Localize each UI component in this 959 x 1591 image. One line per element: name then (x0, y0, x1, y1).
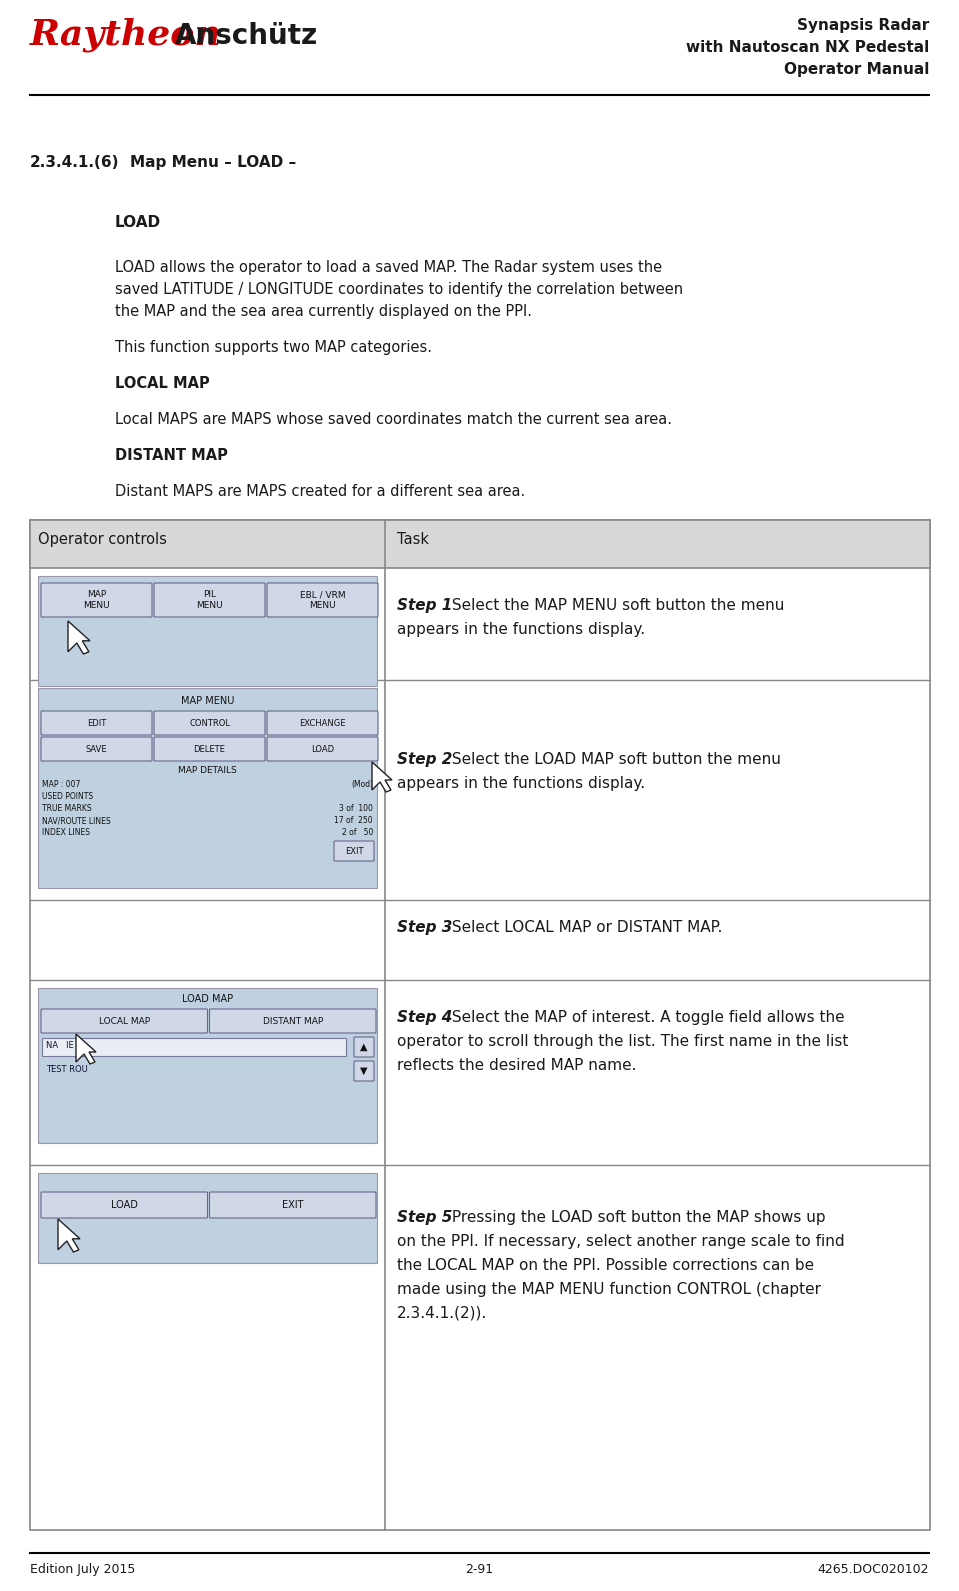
FancyBboxPatch shape (154, 582, 265, 617)
Text: EXIT: EXIT (344, 846, 363, 856)
FancyBboxPatch shape (154, 711, 265, 735)
Text: Synapsis Radar: Synapsis Radar (797, 18, 929, 33)
Bar (38, 988, 377, 1142)
FancyBboxPatch shape (334, 842, 374, 861)
FancyBboxPatch shape (267, 737, 378, 760)
Text: with Nautoscan NX Pedestal: with Nautoscan NX Pedestal (686, 40, 929, 56)
Text: LOAD MAP: LOAD MAP (182, 994, 233, 1004)
Text: Select the LOAD MAP soft button the menu: Select the LOAD MAP soft button the menu (447, 753, 781, 767)
Text: MAP : 007: MAP : 007 (42, 780, 81, 789)
Text: EXCHANGE: EXCHANGE (299, 719, 346, 727)
Text: 4265.DOC020102: 4265.DOC020102 (817, 1562, 929, 1577)
Text: MAP
MENU: MAP MENU (83, 590, 110, 609)
Text: Step 4: Step 4 (397, 1010, 453, 1025)
Text: Distant MAPS are MAPS created for a different sea area.: Distant MAPS are MAPS created for a diff… (115, 484, 526, 500)
Text: 2.3.4.1.(6): 2.3.4.1.(6) (30, 154, 120, 170)
Bar (38, 1173, 377, 1263)
Text: (Mod): (Mod) (351, 780, 373, 789)
Text: Operator Manual: Operator Manual (784, 62, 929, 76)
Text: saved LATITUDE / LONGITUDE coordinates to identify the correlation between: saved LATITUDE / LONGITUDE coordinates t… (115, 282, 683, 298)
Polygon shape (58, 1219, 80, 1252)
Text: Pressing the LOAD soft button the MAP shows up: Pressing the LOAD soft button the MAP sh… (447, 1211, 826, 1225)
Text: Select the MAP of interest. A toggle field allows the: Select the MAP of interest. A toggle fie… (447, 1010, 845, 1025)
Text: DELETE: DELETE (194, 745, 225, 754)
FancyBboxPatch shape (209, 1192, 376, 1219)
Polygon shape (76, 1034, 96, 1064)
Text: MAP DETAILS: MAP DETAILS (178, 765, 237, 775)
Text: DISTANT MAP: DISTANT MAP (115, 449, 228, 463)
Text: reflects the desired MAP name.: reflects the desired MAP name. (397, 1058, 637, 1072)
Polygon shape (68, 620, 90, 654)
Text: MAP MENU: MAP MENU (181, 695, 234, 706)
Text: Map Menu – LOAD –: Map Menu – LOAD – (130, 154, 296, 170)
Text: the MAP and the sea area currently displayed on the PPI.: the MAP and the sea area currently displ… (115, 304, 532, 320)
Text: on the PPI. If necessary, select another range scale to find: on the PPI. If necessary, select another… (397, 1235, 845, 1249)
Text: the LOCAL MAP on the PPI. Possible corrections can be: the LOCAL MAP on the PPI. Possible corre… (397, 1258, 814, 1273)
Text: 2.3.4.1.(2)).: 2.3.4.1.(2)). (397, 1306, 487, 1321)
Text: PIL
MENU: PIL MENU (197, 590, 222, 609)
Bar (38, 576, 377, 686)
Text: Step 3: Step 3 (397, 920, 453, 936)
FancyBboxPatch shape (267, 582, 378, 617)
Text: Step 2: Step 2 (397, 753, 453, 767)
Text: EXIT: EXIT (282, 1200, 303, 1211)
Text: Anschütz: Anschütz (175, 22, 318, 49)
FancyBboxPatch shape (354, 1061, 374, 1080)
FancyBboxPatch shape (41, 1192, 207, 1219)
Text: Raytheon: Raytheon (30, 18, 222, 53)
Text: LOCAL MAP: LOCAL MAP (99, 1017, 150, 1026)
Text: Task: Task (397, 531, 429, 547)
Text: LOAD: LOAD (111, 1200, 138, 1211)
Text: appears in the functions display.: appears in the functions display. (397, 776, 645, 791)
FancyBboxPatch shape (354, 1037, 374, 1056)
Bar (38, 687, 377, 888)
Text: SAVE: SAVE (85, 745, 107, 754)
Text: 17 of  250: 17 of 250 (335, 816, 373, 826)
Text: EBL / VRM
MENU: EBL / VRM MENU (299, 590, 345, 609)
Text: LOCAL MAP: LOCAL MAP (115, 375, 210, 391)
Text: 2 of   50: 2 of 50 (341, 827, 373, 837)
Text: CONTROL: CONTROL (189, 719, 230, 727)
Text: ▼: ▼ (361, 1066, 367, 1076)
Text: TEST ROU: TEST ROU (46, 1064, 88, 1074)
Text: NAV/ROUTE LINES: NAV/ROUTE LINES (42, 816, 110, 826)
Text: USED POINTS: USED POINTS (42, 792, 93, 800)
Text: 3 of  100: 3 of 100 (339, 803, 373, 813)
Text: 2-91: 2-91 (465, 1562, 494, 1577)
Text: Operator controls: Operator controls (38, 531, 167, 547)
FancyBboxPatch shape (267, 711, 378, 735)
Text: INDEX LINES: INDEX LINES (42, 827, 90, 837)
FancyBboxPatch shape (41, 582, 152, 617)
Text: Edition July 2015: Edition July 2015 (30, 1562, 135, 1577)
FancyBboxPatch shape (209, 1009, 376, 1033)
Polygon shape (30, 520, 930, 568)
Text: TRUE MARKS: TRUE MARKS (42, 803, 92, 813)
Text: LOAD allows the operator to load a saved MAP. The Radar system uses the: LOAD allows the operator to load a saved… (115, 259, 662, 275)
Text: This function supports two MAP categories.: This function supports two MAP categorie… (115, 340, 432, 355)
Text: LOAD: LOAD (311, 745, 334, 754)
Text: LOAD: LOAD (115, 215, 161, 231)
FancyBboxPatch shape (41, 711, 152, 735)
Text: operator to scroll through the list. The first name in the list: operator to scroll through the list. The… (397, 1034, 849, 1048)
Text: NA   IE: NA IE (46, 1041, 74, 1050)
Text: Step 1: Step 1 (397, 598, 453, 613)
Text: Step 5: Step 5 (397, 1211, 453, 1225)
Text: EDIT: EDIT (87, 719, 106, 727)
Text: made using the MAP MENU function CONTROL (chapter: made using the MAP MENU function CONTROL… (397, 1282, 821, 1297)
Text: DISTANT MAP: DISTANT MAP (263, 1017, 323, 1026)
Text: ▲: ▲ (361, 1042, 367, 1052)
FancyBboxPatch shape (154, 737, 265, 760)
Text: Select the MAP MENU soft button the menu: Select the MAP MENU soft button the menu (447, 598, 784, 613)
FancyBboxPatch shape (41, 1009, 207, 1033)
Bar (42, 1037, 346, 1056)
FancyBboxPatch shape (41, 737, 152, 760)
Text: Select LOCAL MAP or DISTANT MAP.: Select LOCAL MAP or DISTANT MAP. (447, 920, 722, 936)
Text: Local MAPS are MAPS whose saved coordinates match the current sea area.: Local MAPS are MAPS whose saved coordina… (115, 412, 672, 426)
Text: appears in the functions display.: appears in the functions display. (397, 622, 645, 636)
Polygon shape (372, 762, 392, 792)
